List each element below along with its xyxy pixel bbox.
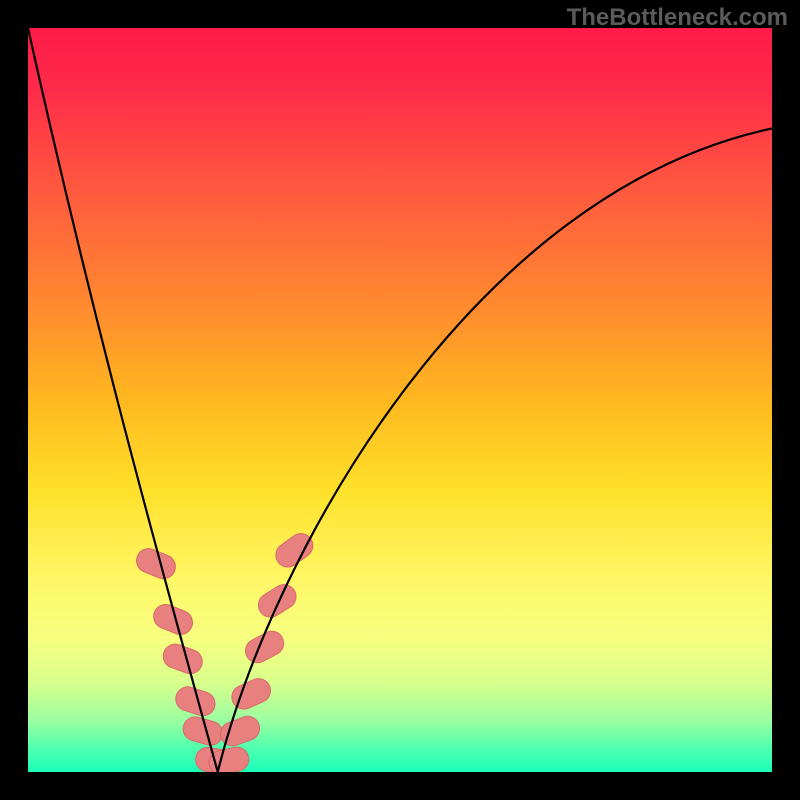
watermark-text: TheBottleneck.com [567,4,788,32]
chart-frame: TheBottleneck.com [0,0,800,800]
curve-marker [254,580,301,622]
curve-marker [133,545,179,582]
bottleneck-curve [28,28,772,772]
curve-line [28,28,772,772]
curve-marker [217,713,263,749]
plot-area [28,28,772,772]
curve-marker [228,675,274,713]
